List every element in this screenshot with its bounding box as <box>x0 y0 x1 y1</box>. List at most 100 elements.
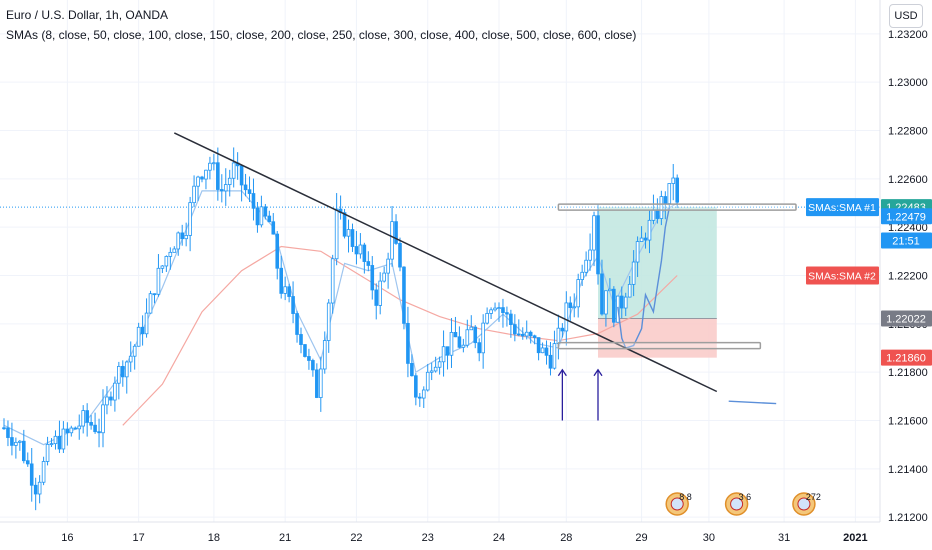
candle-body <box>477 342 481 354</box>
candle <box>501 298 505 328</box>
candle-body <box>14 441 18 446</box>
event-badge <box>665 492 689 516</box>
candle-body <box>231 162 236 179</box>
candle <box>65 422 70 446</box>
candle <box>544 340 549 365</box>
candle-body <box>513 324 517 335</box>
candle <box>303 344 307 358</box>
price-axis-label <box>881 208 932 225</box>
candle-body <box>49 443 54 446</box>
candle <box>124 360 129 394</box>
up-arrow <box>557 368 567 421</box>
candle <box>196 175 200 202</box>
candle-body <box>6 427 10 438</box>
candle <box>481 314 485 369</box>
candle <box>402 266 406 330</box>
candle <box>433 356 438 373</box>
candle-body <box>421 389 426 399</box>
candle <box>117 361 121 400</box>
candle-body <box>362 244 367 262</box>
candle-body <box>580 271 584 280</box>
candle-body <box>148 293 153 314</box>
indicator-legend[interactable]: SMAs (8, close, 50, close, 100, close, 1… <box>6 28 637 42</box>
candle <box>675 174 679 209</box>
candle <box>568 296 573 321</box>
candle-body <box>453 332 458 338</box>
candle <box>287 283 291 303</box>
candle-body <box>342 212 347 237</box>
candle-body <box>465 329 470 346</box>
candle-body <box>437 361 442 368</box>
candle <box>540 342 545 354</box>
candle <box>445 346 450 370</box>
candle-body <box>219 189 224 192</box>
time-tick-label: 23 <box>422 532 434 544</box>
resistance-box <box>557 203 797 211</box>
candle-body <box>489 309 493 314</box>
price-axis-label <box>881 310 932 327</box>
candle-body <box>307 356 311 361</box>
candle-body <box>295 313 299 335</box>
candle-body <box>346 229 351 237</box>
candle <box>465 319 470 348</box>
candle <box>643 232 648 249</box>
candle <box>394 214 398 245</box>
candle-body <box>651 209 656 221</box>
candle-body <box>113 382 117 401</box>
candle-body <box>196 176 200 187</box>
candle-body <box>398 243 402 268</box>
currency-button[interactable]: USD <box>889 4 923 28</box>
sma-tag <box>806 266 879 285</box>
candle-body <box>667 183 672 205</box>
candle-body <box>152 293 157 296</box>
candle-body <box>604 290 608 315</box>
candle <box>378 272 382 315</box>
candle-body <box>53 435 58 445</box>
candle <box>449 318 454 368</box>
candle <box>45 436 50 466</box>
candle-body <box>509 313 513 325</box>
candle <box>528 330 533 344</box>
candle <box>619 286 624 319</box>
price-tick-label: 1.21800 <box>888 367 928 379</box>
candle-body <box>275 233 280 269</box>
candle <box>441 330 446 377</box>
candle <box>251 178 256 221</box>
candle-body <box>564 302 569 332</box>
candle-body <box>168 251 173 257</box>
candle <box>14 437 18 459</box>
candle <box>366 251 371 272</box>
candle <box>160 265 165 274</box>
time-tick-label: 2021 <box>843 532 867 544</box>
candle <box>406 306 410 378</box>
candle-body <box>449 332 454 356</box>
candle <box>81 405 86 434</box>
price-tick-label: 1.22400 <box>888 222 928 234</box>
candle-body <box>208 162 212 171</box>
candle-body <box>410 363 414 377</box>
candle <box>425 363 430 392</box>
candle <box>231 147 236 188</box>
candle-body <box>136 326 141 347</box>
time-tick-label: 29 <box>635 532 647 544</box>
candle-body <box>445 346 450 356</box>
candle <box>457 326 462 349</box>
candle <box>572 293 577 318</box>
price-axis-label-bg <box>881 349 932 366</box>
candle <box>608 278 612 292</box>
candle <box>57 420 62 454</box>
candle <box>208 156 212 180</box>
candle <box>485 307 489 325</box>
candle <box>671 164 676 201</box>
candle-body <box>576 279 580 308</box>
candle-body <box>164 256 169 267</box>
candle-body <box>568 302 573 308</box>
candle-body <box>429 370 434 373</box>
price-tick-label: 1.22600 <box>888 174 928 186</box>
candle-body <box>536 337 541 354</box>
candle <box>647 210 652 254</box>
candle-body <box>21 440 26 462</box>
candle <box>37 475 42 504</box>
candle <box>370 256 375 300</box>
